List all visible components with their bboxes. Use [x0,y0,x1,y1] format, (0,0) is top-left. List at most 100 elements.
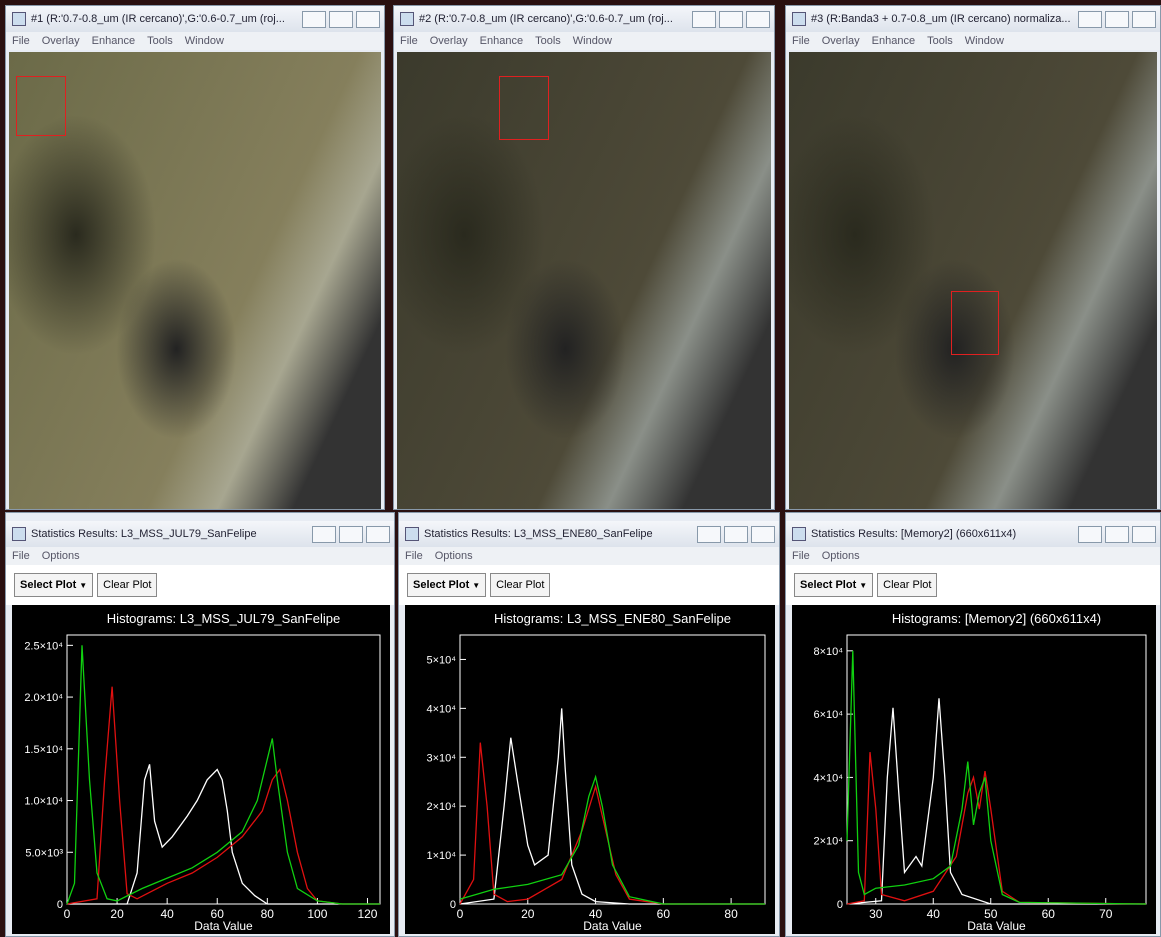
maximize-button[interactable] [339,526,363,543]
window-icon [792,527,806,541]
region-box [951,291,999,355]
y-tick-label: 4×10⁴ [813,772,843,784]
chart-title: Histograms: [Memory2] (660x611x4) [892,611,1101,626]
window-title: #3 (R:Banda3 + 0.7-0.8_um (IR cercano) n… [811,13,1071,25]
menu-item[interactable]: Enhance [480,35,523,47]
x-tick-label: 70 [1099,907,1113,921]
window-buttons [697,526,779,543]
maximize-button[interactable] [724,526,748,543]
minimize-button[interactable] [1078,526,1102,543]
chart-title: Histograms: L3_MSS_ENE80_SanFelipe [494,611,731,626]
axes-frame [847,635,1146,904]
button-label: Select Plot [800,579,856,591]
window-title: #2 (R:'0.7-0.8_um (IR cercano)',G:'0.6-0… [419,13,673,25]
close-button[interactable] [746,11,770,28]
toolbar: Select Plot▼Clear Plot [6,565,394,605]
close-button[interactable] [366,526,390,543]
minimize-button[interactable] [697,526,721,543]
minimize-button[interactable] [1078,11,1102,28]
minimize-button[interactable] [692,11,716,28]
window-title: Statistics Results: [Memory2] (660x611x4… [811,528,1016,540]
minimize-button[interactable] [302,11,326,28]
histogram-line [460,743,765,904]
button-label: Select Plot [413,579,469,591]
y-tick-label: 1×10⁴ [426,850,456,862]
menu-item[interactable]: Options [822,550,860,562]
select-plot-button[interactable]: Select Plot▼ [407,573,486,597]
close-button[interactable] [1132,11,1156,28]
menu-item[interactable]: File [792,550,810,562]
window-icon [792,12,806,26]
menu-item[interactable]: File [12,35,30,47]
menu-item[interactable]: File [405,550,423,562]
dropdown-arrow: ▼ [79,581,87,590]
window-buttons [302,11,384,28]
image-window: #3 (R:Banda3 + 0.7-0.8_um (IR cercano) n… [785,5,1161,510]
menu-item[interactable]: Overlay [430,35,468,47]
menu-item[interactable]: File [792,35,810,47]
menu-item[interactable]: Tools [535,35,561,47]
x-tick-label: 0 [457,907,464,921]
menu-item[interactable]: Overlay [42,35,80,47]
title-bar: Statistics Results: [Memory2] (660x611x4… [786,521,1160,547]
close-button[interactable] [356,11,380,28]
menu-item[interactable]: File [400,35,418,47]
menu-item[interactable]: Window [185,35,224,47]
y-tick-label: 0 [837,899,843,911]
region-box [16,76,66,136]
y-tick-label: 2×10⁴ [813,836,843,848]
chart-title: Histograms: L3_MSS_JUL79_SanFelipe [107,611,340,626]
clear-plot-button[interactable]: Clear Plot [97,573,157,597]
histogram-plot: Histograms: [Memory2] (660x611x4)3040506… [792,605,1156,934]
stats-window: Statistics Results: [Memory2] (660x611x4… [785,512,1161,937]
maximize-button[interactable] [1105,526,1129,543]
menu-item[interactable]: Window [965,35,1004,47]
title-bar: Statistics Results: L3_MSS_JUL79_SanFeli… [6,521,394,547]
x-tick-label: 30 [869,907,883,921]
window-title: Statistics Results: L3_MSS_JUL79_SanFeli… [31,528,257,540]
button-label: Select Plot [20,579,76,591]
satellite-image [397,52,771,509]
y-tick-label: 2.5×10⁴ [24,640,63,652]
window-buttons [692,11,774,28]
x-axis-label: Data Value [194,919,253,933]
menu-bar: File Options [6,547,394,565]
select-plot-button[interactable]: Select Plot▼ [794,573,873,597]
y-tick-label: 5×10⁴ [426,654,456,666]
y-tick-label: 1.5×10⁴ [24,744,63,756]
clear-plot-button[interactable]: Clear Plot [877,573,937,597]
x-tick-label: 80 [724,907,738,921]
window-icon [12,12,26,26]
close-button[interactable] [1132,526,1156,543]
maximize-button[interactable] [719,11,743,28]
menu-item[interactable]: Tools [927,35,953,47]
maximize-button[interactable] [1105,11,1129,28]
maximize-button[interactable] [329,11,353,28]
clear-plot-button[interactable]: Clear Plot [490,573,550,597]
window-buttons [1078,11,1160,28]
minimize-button[interactable] [312,526,336,543]
x-tick-label: 80 [261,907,275,921]
menu-item[interactable]: File [12,550,30,562]
menu-item[interactable]: Enhance [872,35,915,47]
menu-item[interactable]: Options [42,550,80,562]
menu-item[interactable]: Window [573,35,612,47]
stats-window: Statistics Results: L3_MSS_JUL79_SanFeli… [5,512,395,937]
menu-item[interactable]: Enhance [92,35,135,47]
toolbar: Select Plot▼Clear Plot [399,565,779,605]
region-box [499,76,549,140]
window-buttons [312,526,394,543]
close-button[interactable] [751,526,775,543]
y-tick-label: 8×10⁴ [813,646,843,658]
select-plot-button[interactable]: Select Plot▼ [14,573,93,597]
menu-item[interactable]: Options [435,550,473,562]
x-axis-label: Data Value [967,919,1026,933]
menu-bar: File Overlay Enhance Tools Window [394,32,774,50]
screen: #1 (R:'0.7-0.8_um (IR cercano)',G:'0.6-0… [0,0,1161,937]
dropdown-arrow: ▼ [859,581,867,590]
menu-item[interactable]: Overlay [822,35,860,47]
image-window: #2 (R:'0.7-0.8_um (IR cercano)',G:'0.6-0… [393,5,775,510]
menu-item[interactable]: Tools [147,35,173,47]
